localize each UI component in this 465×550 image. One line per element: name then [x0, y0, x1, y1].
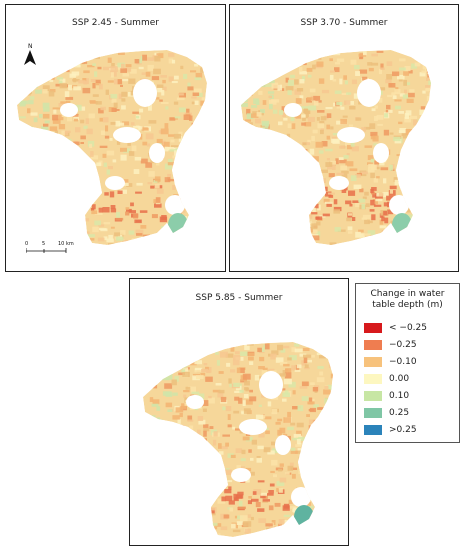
scale-bar: [26, 248, 67, 253]
panel-title: SSP 5.85 - Summer: [195, 293, 283, 303]
legend-label: 0.25: [389, 408, 410, 418]
legend-swatch: [364, 425, 382, 435]
legend-label: −0.10: [389, 357, 417, 367]
map-panel-ssp585: SSP 5.85 - Summer: [129, 278, 349, 546]
panel-title: SSP 2.45 - Summer: [72, 18, 159, 28]
map-panel-ssp370: SSP 3.70 - Summer: [229, 4, 459, 272]
map-panel-ssp245: SSP 2.45 - Summer N 0 5 10 km: [5, 4, 226, 272]
north-arrow-icon: [24, 50, 36, 65]
legend-item: >0.25: [364, 423, 459, 437]
legend-item: < −0.25: [364, 321, 459, 335]
panel-title: SSP 3.70 - Summer: [300, 18, 388, 28]
legend-label: 0.00: [389, 374, 410, 384]
legend-item: 0.25: [364, 406, 459, 420]
legend-swatch: [364, 340, 382, 350]
water-table-map: [241, 50, 431, 245]
legend-label: < −0.25: [389, 323, 427, 333]
legend-swatch: [364, 374, 382, 384]
scale-bar-label-0: 0: [25, 241, 29, 247]
legend-swatch: [364, 357, 382, 367]
legend-swatch: [364, 391, 382, 401]
legend-swatch: [364, 323, 382, 333]
legend-label: −0.25: [389, 340, 417, 350]
legend-item: −0.25: [364, 338, 459, 352]
scale-bar-label-5: 5: [42, 241, 46, 247]
legend-label: >0.25: [389, 425, 417, 435]
north-arrow-label: N: [28, 43, 33, 50]
legend-item: 0.00: [364, 372, 459, 386]
legend: Change in water table depth (m) < −0.25 …: [355, 283, 460, 443]
legend-item: −0.10: [364, 355, 459, 369]
scale-bar-label-10: 10 km: [58, 241, 74, 247]
water-table-map: [17, 50, 207, 245]
legend-swatch: [364, 408, 382, 418]
water-table-map: [143, 342, 333, 537]
legend-title: Change in water table depth (m): [370, 289, 445, 310]
legend-label: 0.10: [389, 391, 410, 401]
legend-item: 0.10: [364, 389, 459, 403]
